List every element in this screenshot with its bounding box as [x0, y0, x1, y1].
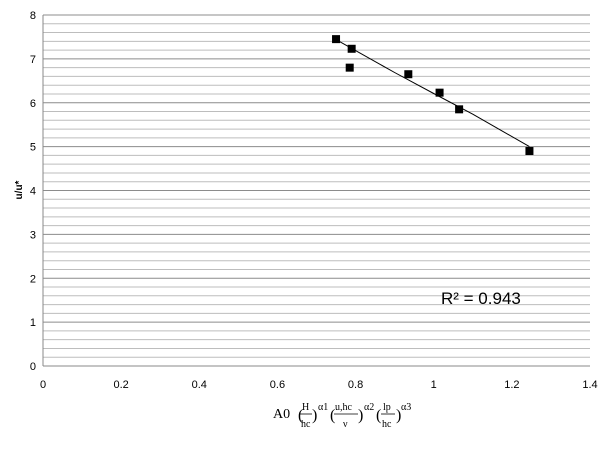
x-tick-label: 0.6 — [270, 379, 285, 391]
xlabel-f2-den: ν — [343, 419, 348, 430]
y-tick-label: 5 — [30, 142, 36, 154]
r-squared-annotation: R² = 0.943 — [441, 289, 521, 308]
y-tick-label: 3 — [30, 229, 36, 241]
x-tick-label: 0.4 — [192, 379, 207, 391]
x-tick-label: 1.4 — [582, 379, 597, 391]
horizontal-gridlines — [43, 14, 590, 358]
y-tick-label: 4 — [30, 186, 36, 198]
data-point — [332, 35, 341, 44]
y-axis-label: u/u* — [14, 180, 25, 199]
xlabel-f1-num: H — [302, 402, 309, 413]
x-tick-label: 1 — [431, 379, 437, 391]
svg-text:(: ( — [330, 407, 335, 424]
xlabel-a3: α3 — [401, 402, 411, 413]
x-tick-label: 0.8 — [348, 379, 363, 391]
y-tick-label: 7 — [30, 54, 36, 66]
y-tick-label: 8 — [30, 10, 36, 22]
data-point — [345, 63, 354, 72]
y-tick-labels: 0 1 2 3 4 5 6 7 8 — [30, 10, 36, 373]
trendline — [335, 39, 530, 148]
x-tick-label: 0.2 — [113, 379, 128, 391]
data-point — [455, 105, 464, 114]
x-tick-labels: 0 0.2 0.4 0.6 0.8 1 1.2 1.4 — [40, 379, 598, 391]
xlabel-f3-num: lp — [383, 402, 391, 413]
y-tick-label: 6 — [30, 98, 36, 110]
svg-text:): ) — [358, 407, 363, 424]
svg-text:(: ( — [376, 407, 381, 424]
svg-text:): ) — [312, 407, 317, 424]
xlabel-a1: α1 — [318, 402, 328, 413]
data-point — [435, 88, 444, 97]
xlabel-f1-den: hc — [301, 419, 311, 430]
data-point — [347, 44, 356, 53]
svg-text:): ) — [396, 407, 401, 424]
xlabel-a2: α2 — [364, 402, 374, 413]
data-point — [525, 147, 534, 156]
x-tick-label: 1.2 — [504, 379, 519, 391]
xlabel-f3-den: hc — [382, 419, 392, 430]
x-tick-label: 0 — [40, 379, 46, 391]
data-point — [404, 70, 413, 79]
svg-text:(: ( — [298, 407, 303, 424]
y-tick-label: 1 — [30, 317, 36, 329]
data-points — [332, 35, 534, 156]
xlabel-f2-num: u,hc — [335, 402, 353, 413]
y-tick-label: 2 — [30, 273, 36, 285]
xlabel-coef: A0 — [273, 407, 290, 422]
x-axis-label: A0 ( H hc ) α1 ( u,hc ν ) α2 ( lp hc ) α… — [273, 402, 411, 430]
y-tick-label: 0 — [30, 361, 36, 373]
